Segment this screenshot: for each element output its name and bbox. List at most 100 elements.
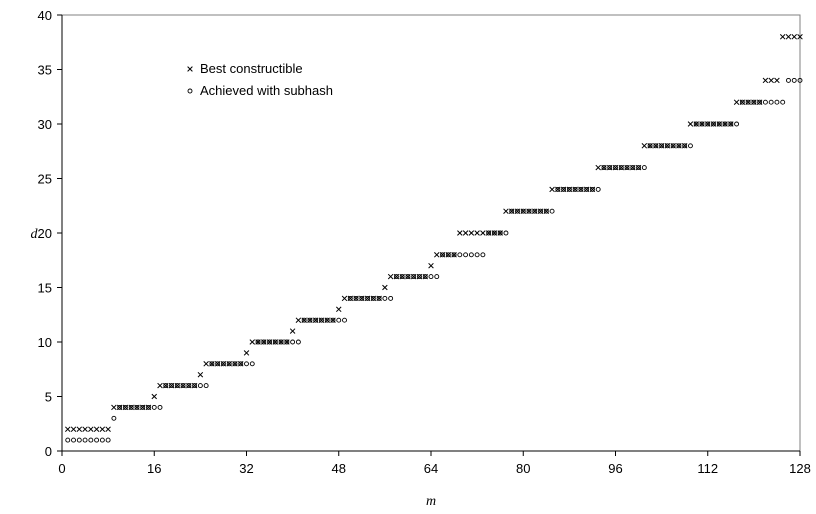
data-point-circle [543, 208, 549, 214]
data-point-circle [301, 317, 307, 323]
legend-marker-circle [187, 88, 193, 94]
data-point-circle [664, 143, 670, 149]
data-point-circle [295, 339, 301, 345]
data-point-x [70, 426, 77, 432]
data-point-circle [711, 121, 716, 127]
data-point-circle [555, 186, 561, 192]
y-tick-label: 35 [38, 63, 52, 78]
data-point-circle [365, 295, 371, 301]
data-point-circle [491, 230, 497, 236]
data-point-circle [526, 208, 532, 214]
data-point-circle [520, 208, 526, 214]
data-point-x [779, 34, 786, 40]
data-point-circle [203, 383, 209, 389]
x-tick-label: 64 [424, 461, 438, 476]
data-point-x [462, 230, 469, 236]
data-point-circle [624, 165, 630, 171]
data-point-circle [457, 252, 463, 258]
data-point-circle [342, 317, 347, 323]
data-point-circle [319, 317, 324, 323]
series-best-constructible [65, 34, 803, 432]
data-point-circle [226, 361, 232, 367]
data-point-circle [88, 437, 94, 443]
data-point-circle [722, 121, 728, 127]
x-tick-label: 96 [608, 461, 622, 476]
data-point-circle [509, 208, 515, 214]
data-point-x [203, 361, 209, 367]
data-point-circle [751, 99, 757, 105]
data-point-x [341, 295, 348, 302]
data-point-circle [290, 339, 296, 345]
data-point-circle [589, 186, 595, 192]
data-point-x [382, 284, 388, 291]
data-point-circle [601, 165, 607, 171]
data-point-circle [359, 295, 365, 301]
data-point-x [289, 328, 296, 334]
data-point-circle [636, 165, 642, 171]
data-point-x [387, 273, 394, 280]
data-point-x [468, 230, 475, 236]
data-point-x [65, 426, 71, 432]
data-point-circle [232, 361, 238, 367]
data-point-circle [336, 317, 342, 323]
data-point-circle [774, 99, 780, 105]
data-point-x [768, 77, 774, 84]
data-point-circle [693, 121, 699, 127]
legend: Best constructible Achieved with subhash [187, 61, 333, 98]
data-point-circle [278, 339, 284, 345]
data-point-x [434, 252, 440, 258]
data-point-circle [405, 274, 411, 280]
data-point-x [99, 426, 106, 432]
data-point-circle [330, 317, 336, 323]
data-point-circle [497, 230, 503, 236]
data-point-x [480, 230, 486, 236]
data-point-circle [705, 121, 711, 127]
x-axis-label: m [426, 494, 436, 509]
data-point-circle [561, 186, 567, 192]
legend-label-best-constructible: Best constructible [200, 61, 303, 76]
data-point-circle [393, 274, 399, 280]
data-point-circle [197, 383, 203, 389]
data-point-circle [716, 121, 722, 127]
data-point-circle [122, 404, 128, 410]
data-point-circle [445, 252, 451, 258]
data-point-circle [267, 339, 273, 345]
data-point-circle [174, 383, 180, 389]
x-tick-label: 128 [789, 461, 811, 476]
data-point-x [105, 426, 111, 432]
data-point-circle [745, 99, 751, 105]
data-point-x [503, 208, 509, 214]
data-point-circle [468, 252, 474, 258]
data-point-circle [699, 121, 705, 127]
data-point-circle [515, 208, 520, 214]
data-point-x [791, 34, 797, 40]
data-point-circle [163, 383, 169, 389]
data-point-circle [630, 165, 636, 171]
data-point-x [157, 382, 163, 389]
data-point-circle [474, 252, 480, 258]
data-point-circle [238, 361, 244, 367]
data-point-x [295, 317, 302, 323]
legend-label-achieved-with-subhash: Achieved with subhash [200, 83, 333, 98]
legend-item-achieved-with-subhash: Achieved with subhash [187, 83, 333, 98]
data-point-circle [186, 383, 192, 389]
data-point-circle [659, 143, 665, 149]
data-point-circle [94, 437, 100, 443]
data-point-circle [382, 295, 388, 301]
data-point-circle [613, 165, 618, 171]
data-point-circle [618, 165, 624, 171]
data-point-circle [111, 415, 117, 421]
data-point-circle [670, 143, 676, 149]
data-point-circle [215, 361, 221, 367]
data-point-circle [607, 165, 613, 171]
data-point-circle [128, 404, 134, 410]
legend-marker-x [187, 66, 193, 72]
data-point-circle [566, 186, 572, 192]
data-point-circle [676, 143, 682, 149]
data-point-circle [480, 252, 486, 258]
data-point-x [457, 230, 463, 236]
data-point-x [82, 426, 88, 432]
data-point-circle [134, 404, 140, 410]
data-point-circle [451, 252, 457, 258]
